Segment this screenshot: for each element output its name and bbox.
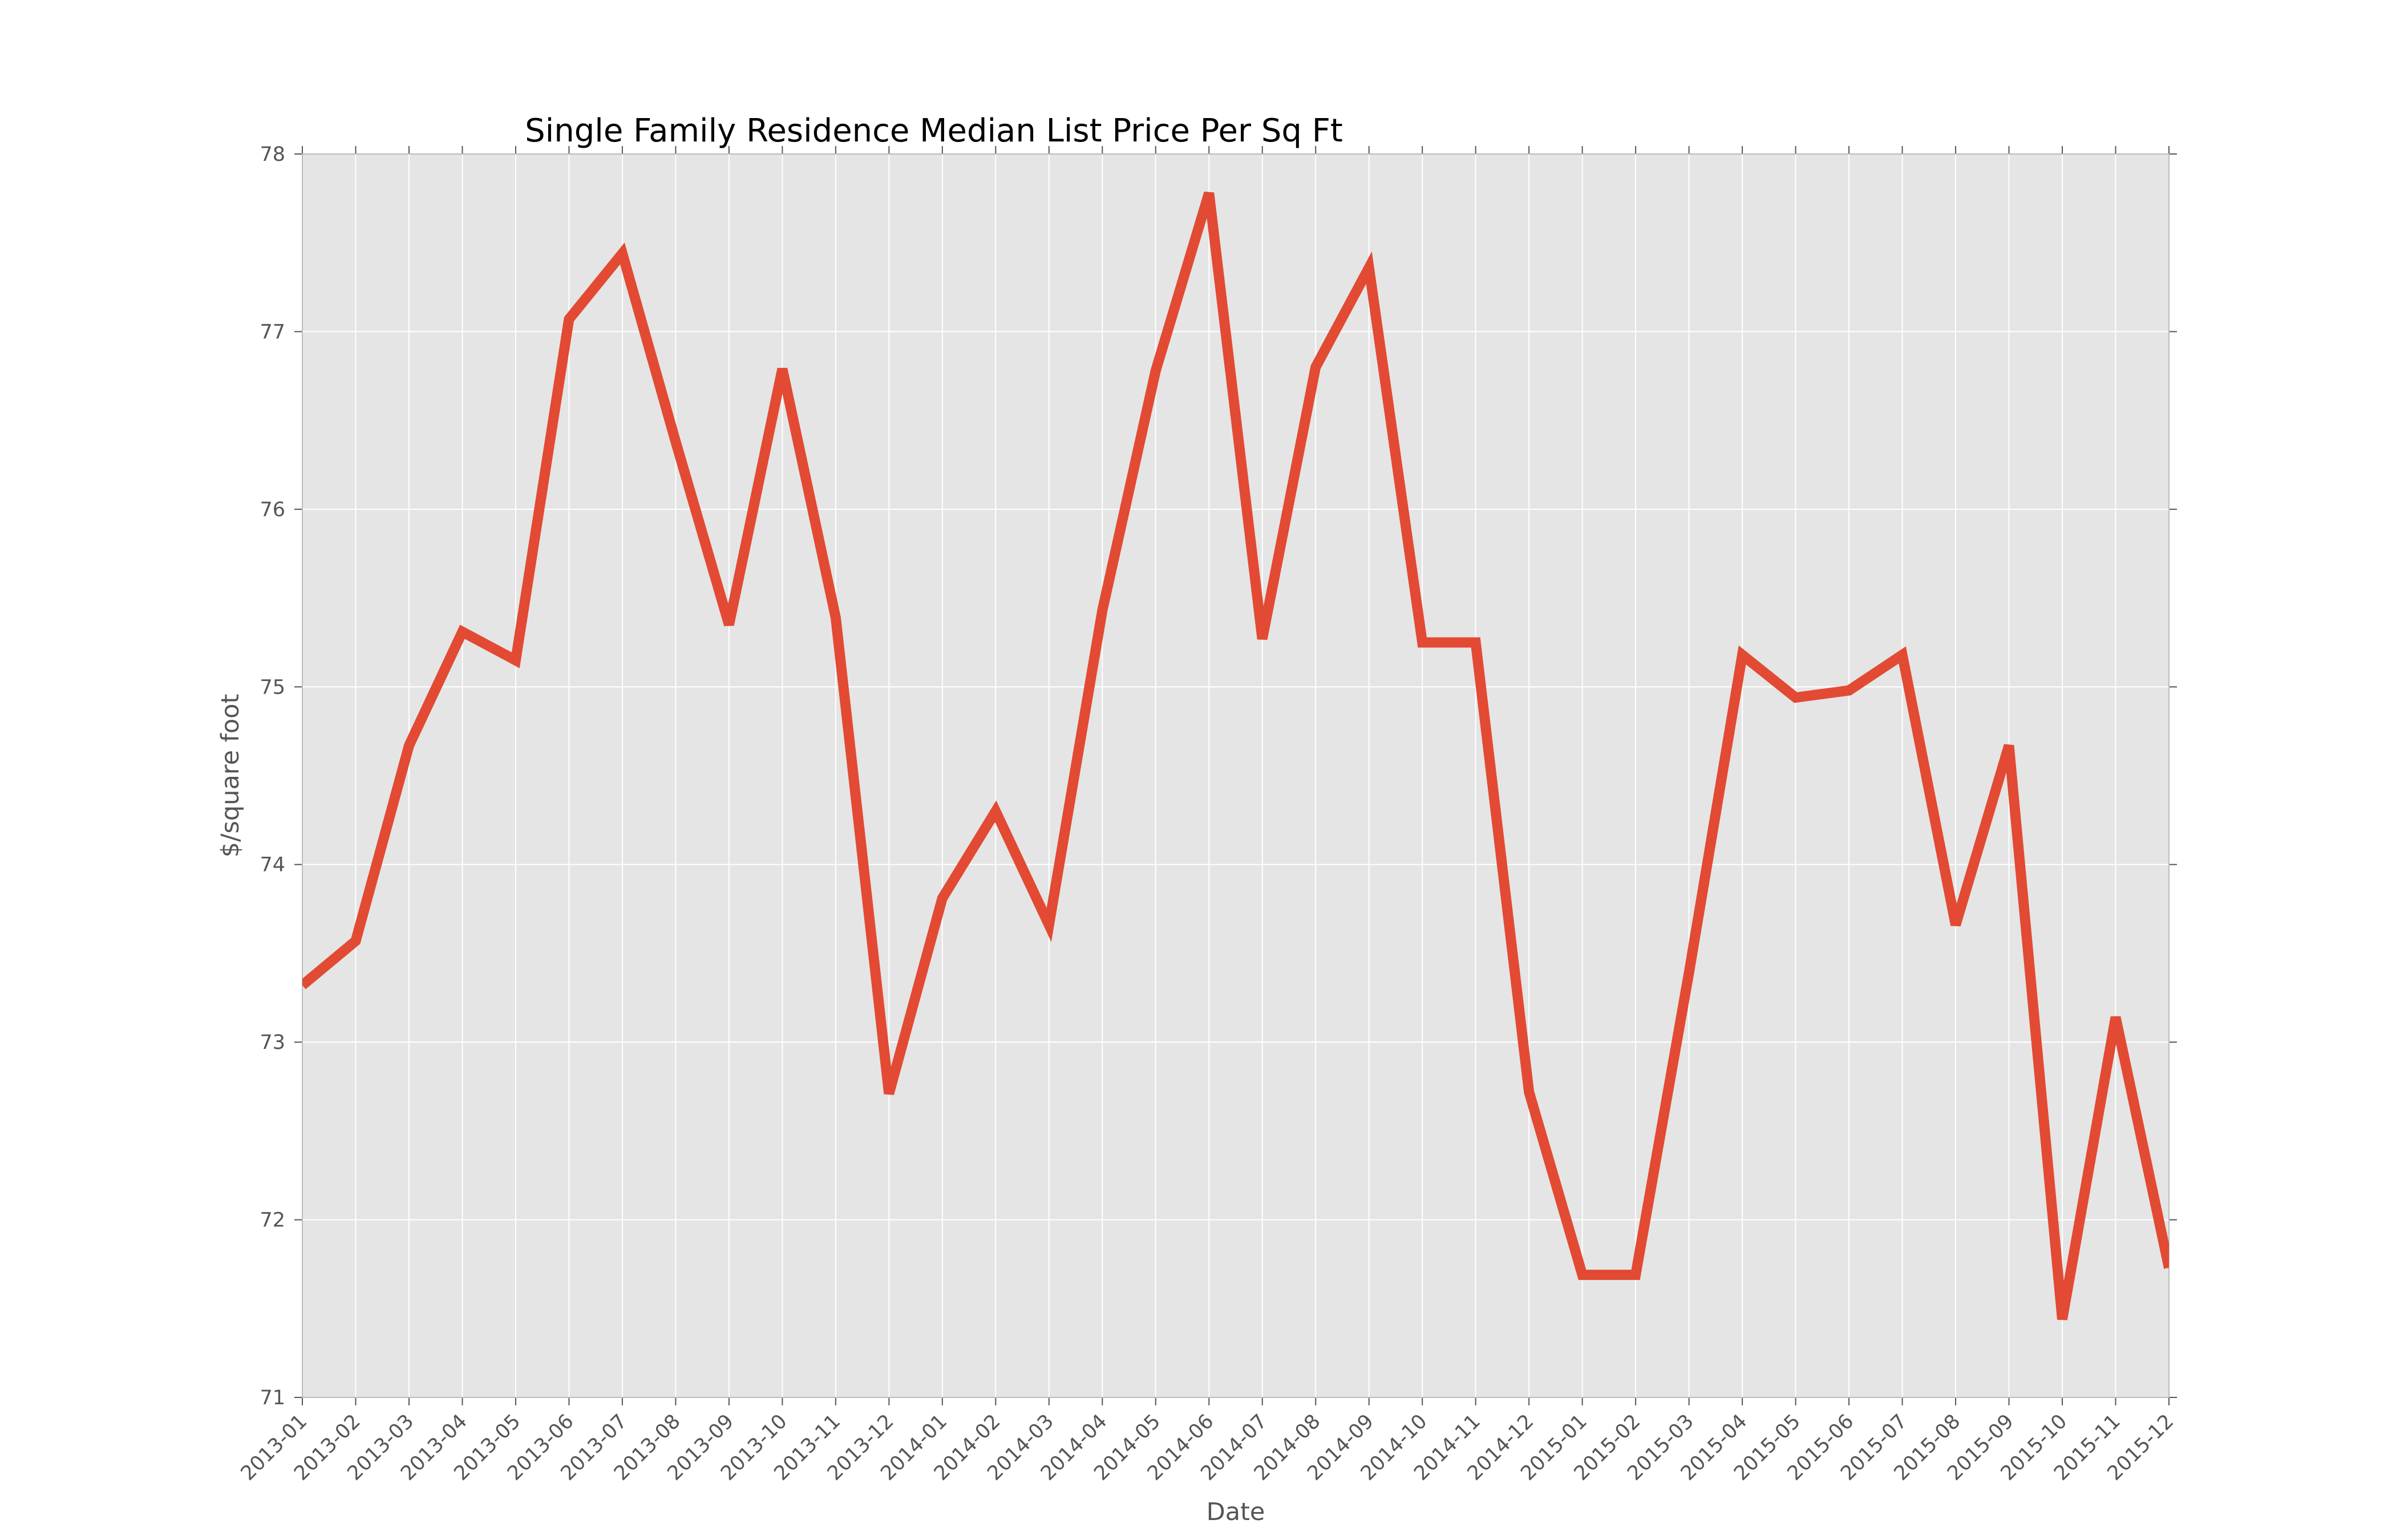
y-axis-label: $/square foot	[216, 694, 245, 858]
plot-frame	[302, 153, 2170, 1398]
y-tick-label: 71	[260, 1387, 285, 1409]
series-layer	[302, 191, 2170, 1320]
axis-ticks	[294, 146, 2177, 1405]
y-tick-label: 78	[260, 143, 285, 166]
y-tick-labels: 71 72 73 74 75 76 77 78	[260, 143, 285, 1409]
plot-area	[302, 154, 2169, 1397]
y-tick-label: 77	[260, 321, 285, 343]
y-tick-label: 76	[260, 499, 285, 521]
y-tick-label: 75	[260, 676, 285, 699]
x-axis-label: Date	[1207, 1498, 1265, 1526]
chart-title: Single Family Residence Median List Pric…	[525, 112, 1343, 149]
y-tick-label: 73	[260, 1031, 285, 1054]
x-tick-labels: 2013-012013-022013-032013-042013-052013-…	[237, 1410, 2179, 1485]
y-tick-label: 72	[260, 1209, 285, 1232]
series-line	[302, 191, 2169, 1320]
y-tick-label: 74	[260, 854, 285, 877]
